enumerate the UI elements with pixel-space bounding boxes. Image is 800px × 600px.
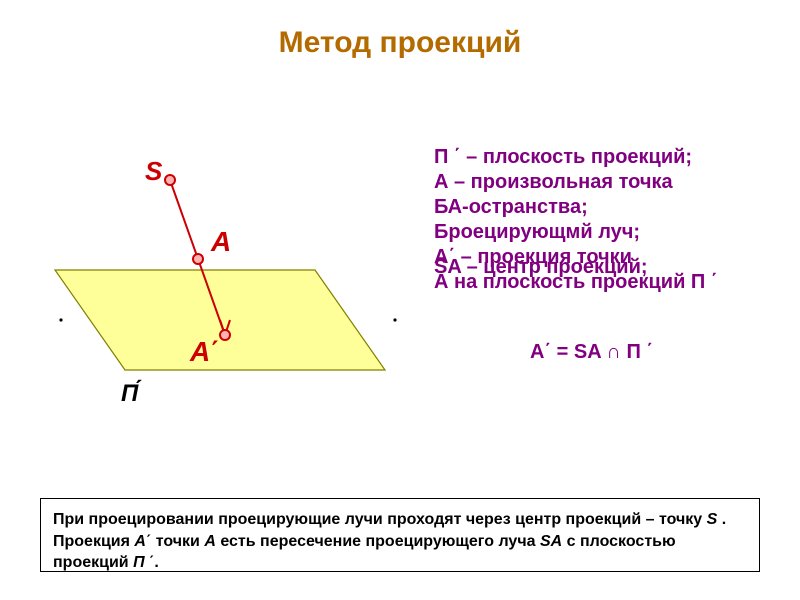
- def-overlay-1: SA – центр проекций;: [434, 255, 648, 280]
- point-s-dot: [165, 175, 175, 185]
- def-line-1: П ΄ – плоскость проекций;: [434, 145, 794, 170]
- footer-text: При проецировании проецирующие лучи прох…: [53, 509, 747, 574]
- point-a-dot: [193, 254, 203, 264]
- def-line-4: Броецирующмй луч;: [434, 220, 794, 245]
- point-s-label: S: [145, 156, 162, 187]
- slide-title: Метод проекций: [0, 26, 800, 60]
- footer-em: S: [707, 511, 722, 528]
- plane-label: П́: [121, 380, 138, 408]
- projection-diagram: S А А΄ П́: [55, 140, 425, 430]
- footer-span: .: [154, 554, 158, 571]
- def-line-3: БА-остранства;: [434, 195, 794, 220]
- diagram-svg: [55, 140, 425, 430]
- dot-right: [393, 318, 396, 321]
- definitions-block: П ΄ – плоскость проекций; А – произвольн…: [434, 145, 794, 295]
- footer-em: А΄: [134, 533, 151, 550]
- footer-em: SA: [540, 533, 562, 550]
- footer-em: А: [204, 533, 216, 550]
- point-a-label: А: [211, 226, 231, 258]
- footer-em: П ΄: [133, 554, 154, 571]
- footer-span: точки: [151, 533, 204, 550]
- footer-box: При проецировании проецирующие лучи прох…: [40, 498, 760, 572]
- def-line-2: А – произвольная точка: [434, 170, 794, 195]
- point-aprime-dot: [220, 330, 230, 340]
- point-aprime-label: А΄: [190, 336, 220, 368]
- def-overlay-2: А΄ = SA ∩ П ΄: [530, 340, 653, 365]
- slide: Метод проекций S А А΄ П́ П ΄ – плоскость…: [0, 0, 800, 600]
- footer-span: есть пересечение проецирующего луча: [216, 533, 540, 550]
- footer-span: При проецировании проецирующие лучи прох…: [53, 511, 707, 528]
- dot-left: [59, 318, 62, 321]
